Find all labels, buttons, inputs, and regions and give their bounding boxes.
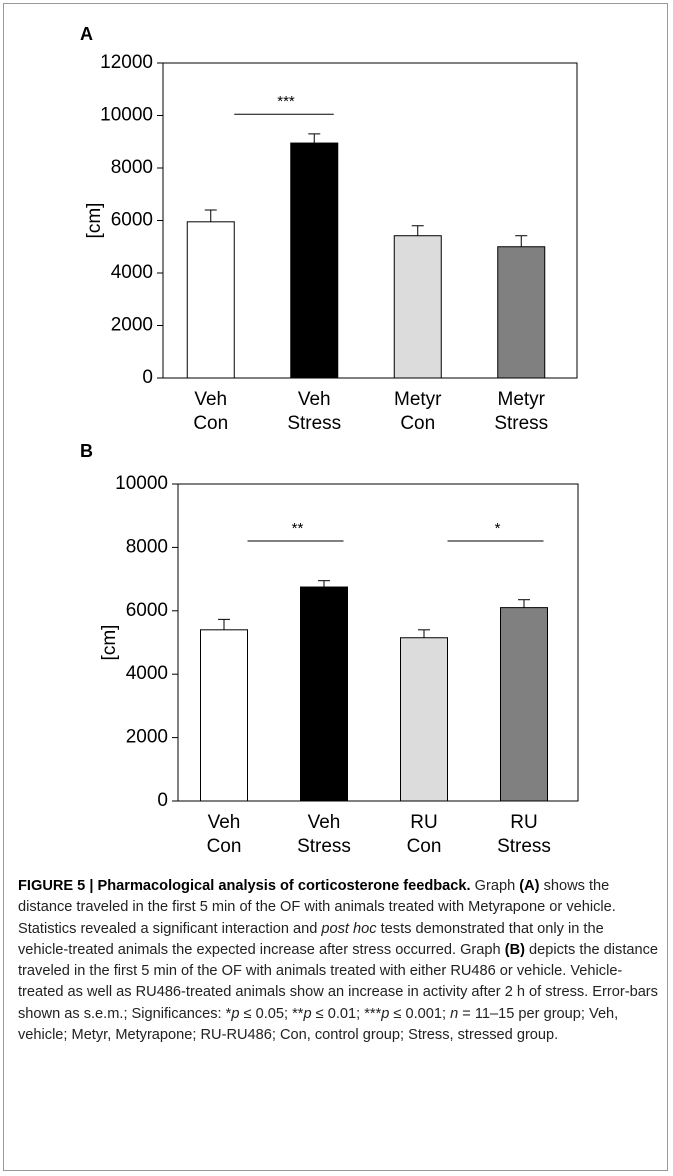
y-axis-label: [cm] [99, 625, 120, 661]
y-tick-label: 10000 [115, 473, 168, 494]
caption-text: (B) [504, 941, 525, 958]
x-tick-label: Stress [497, 836, 551, 857]
x-tick-label: Con [400, 413, 435, 434]
bar [497, 246, 546, 379]
caption-text: Graph [470, 878, 520, 894]
caption-text: depicts the distance traveled in the fir… [18, 941, 659, 1022]
y-tick-label: 8000 [111, 157, 153, 178]
x-tick-label: Veh [308, 812, 341, 833]
x-tick-label: Con [193, 413, 228, 434]
x-tick-label: Stress [297, 836, 351, 857]
caption-text: p [381, 1005, 390, 1022]
significance-label: *** [277, 93, 295, 110]
plot-frame [162, 62, 578, 379]
caption-text: p [231, 1005, 240, 1022]
y-tick-label: 10000 [100, 105, 153, 126]
bar [500, 607, 548, 802]
plot-frame [177, 483, 579, 802]
charts: A [cm] 0 2000 4000 6000 8000 10000 12000 Veh Con Ve… [80, 24, 579, 857]
x-tick-label: RU [510, 812, 537, 833]
x-tick-label: Stress [287, 413, 341, 434]
caption-text: tests demonstrated that only in the vehi… [18, 920, 604, 958]
x-tick-label: Metyr [394, 389, 442, 410]
y-tick-label: 6000 [111, 210, 153, 231]
y-tick-label: 2000 [111, 315, 153, 336]
caption-text: shows the distance traveled in the first… [18, 878, 616, 937]
y-tick-label: 4000 [111, 262, 153, 283]
y-tick-label: 0 [142, 367, 153, 388]
y-tick-label: 4000 [126, 663, 168, 684]
x-tick-label: Metyr [498, 389, 546, 410]
caption-text: ≤ 0.001; [389, 1005, 451, 1022]
x-tick-label: Veh [194, 389, 227, 410]
y-tick-label: 12000 [100, 52, 153, 73]
x-tick-label: Con [407, 836, 442, 857]
caption-text: n [450, 1005, 459, 1022]
bar [400, 637, 448, 802]
x-tick-label: Veh [298, 389, 331, 410]
y-tick-label: 2000 [126, 727, 168, 748]
y-tick-label: 8000 [126, 536, 168, 557]
caption-text: ≤ 0.01; *** [311, 1005, 382, 1022]
y-tick-label: 6000 [126, 600, 168, 621]
figure-frame [3, 3, 668, 1171]
caption-text: p [303, 1005, 312, 1022]
x-tick-label: Stress [494, 413, 548, 434]
significance-label: * [495, 520, 501, 537]
bar [300, 586, 348, 802]
caption-text: post hoc [321, 920, 377, 937]
bar [290, 142, 339, 379]
bar [200, 629, 248, 802]
y-tick-label: 0 [157, 790, 168, 811]
x-tick-label: RU [410, 812, 437, 833]
caption-text: = 11–15 per group; Veh, vehicle; Metyr, … [18, 1005, 619, 1044]
y-axis-label: [cm] [84, 203, 105, 239]
bar [186, 221, 235, 379]
caption: FIGURE 5 | Pharmacological analysis of c… [18, 876, 658, 1046]
bar [393, 235, 442, 379]
caption-text: FIGURE 5 | Pharmacological analysis of c… [18, 878, 471, 894]
significance-label: ** [292, 520, 304, 537]
x-tick-label: Con [207, 836, 242, 857]
caption-text: (A) [519, 878, 540, 894]
x-tick-label: Veh [208, 812, 241, 833]
panel-label: B [80, 441, 93, 461]
caption-text: ≤ 0.05; ** [239, 1005, 304, 1022]
panel-label: A [80, 24, 93, 44]
